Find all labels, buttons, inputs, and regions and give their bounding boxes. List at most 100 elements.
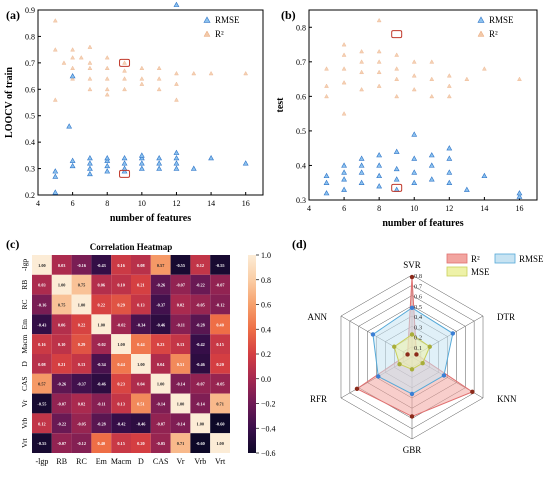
heatmap-cell-value: -0.16: [77, 263, 87, 268]
heatmap-cell-value: 1.00: [177, 402, 185, 407]
colorbar-tick-label: 1.0: [261, 251, 271, 260]
radar-axis-label: KNN: [497, 394, 517, 404]
y-tick-label: 0.5: [25, 112, 35, 121]
x-tick-label: 12: [445, 204, 453, 213]
heatmap-cell: [190, 413, 211, 434]
heatmap-cell-value: 0.06: [58, 322, 66, 327]
r2-point: [156, 65, 162, 70]
rmse-point: [428, 162, 435, 168]
rmse-point: [173, 1, 180, 7]
heatmap-cell-value: -0.14: [156, 402, 166, 407]
r2-point: [104, 92, 110, 97]
y-tick-label: 0.7: [25, 59, 35, 68]
heatmap-cell-value: 0.08: [137, 263, 145, 268]
radar-axis-label: DTR: [497, 312, 515, 322]
rmse-point: [69, 157, 76, 163]
heatmap-cell: [51, 393, 72, 414]
heatmap-cell: [51, 334, 72, 354]
rmse-point: [104, 157, 111, 163]
heatmap-cell-value: 0.12: [38, 421, 46, 426]
legend-swatch: [494, 253, 516, 264]
y-axis-label: test: [275, 97, 286, 113]
radar-tick-label: 0.3: [414, 324, 422, 331]
heatmap-cell-value: 0.02: [78, 402, 86, 407]
heatmap-cell: [71, 255, 92, 275]
r2-point: [87, 44, 93, 49]
r2-point: [429, 76, 435, 81]
heatmap-row-label: Em: [20, 319, 29, 330]
rmse-point: [173, 165, 180, 171]
r2-point: [341, 42, 347, 47]
heatmap-cell-value: -0.07: [57, 441, 67, 446]
panel-a: (a) 4 6 8 10 12 14 16 0.2 0.3 0.4 0.5 0.6 0.7 0.8 0.9 nu…: [0, 0, 275, 232]
heatmap-row-label: CAS: [20, 376, 29, 391]
rmse-point: [87, 170, 93, 177]
heatmap-cell: [51, 314, 72, 335]
rmse-point: [376, 152, 383, 158]
r2-point: [359, 87, 364, 92]
rmse-point: [52, 173, 59, 179]
r2-point: [122, 68, 127, 73]
r2-point: [70, 76, 75, 81]
heatmap-cell-value: 0.57: [157, 263, 165, 268]
legend-rmse-marker: [477, 16, 485, 23]
heatmap-cell-value: 0.40: [216, 322, 224, 327]
rmse-point: [358, 169, 365, 175]
heatmap-cell: [210, 334, 230, 354]
rmse-point: [190, 165, 197, 171]
radar-point: [441, 373, 447, 378]
heatmap-col-label: Vr: [177, 457, 185, 466]
rmse-point: [121, 160, 128, 166]
heatmap-cell: [210, 373, 230, 394]
rmse-point: [323, 172, 330, 179]
r2-point: [359, 49, 364, 54]
heatmap-cell-value: -0.05: [77, 421, 86, 426]
heatmap-cell: [91, 255, 112, 275]
plot-frame: [308, 9, 538, 201]
heatmap-cell: [190, 294, 211, 315]
heatmap-cell: [170, 373, 191, 394]
rmse-point: [393, 148, 400, 154]
y-tick-label: 0.5: [296, 127, 306, 136]
heatmap-cell: [190, 255, 211, 275]
rmse-point: [323, 179, 330, 185]
r2-point: [78, 55, 84, 60]
heatmap-cell-value: 0.16: [117, 263, 125, 268]
heatmap-cell: [170, 393, 191, 414]
heatmap-cell: [32, 354, 52, 374]
heatmap-cell-value: -0.42: [196, 342, 205, 347]
heatmap-cell: [71, 334, 92, 354]
r2-point: [411, 73, 417, 78]
r2-point: [191, 71, 197, 76]
heatmap-cell: [210, 255, 230, 275]
rmse-point: [104, 162, 111, 169]
rmse-point: [481, 172, 488, 179]
radar-point: [409, 332, 415, 337]
r2-point: [324, 66, 329, 71]
r2-point: [376, 83, 382, 88]
colorbar-tick-label: −0.6: [261, 449, 276, 458]
colorbar-tick-label: −0.4: [261, 424, 276, 433]
colorbar-tick-label: −0.2: [261, 400, 276, 409]
rmse-point: [341, 186, 347, 192]
rmse-point: [446, 179, 453, 185]
heatmap-cell-value: -0.26: [57, 382, 67, 387]
highlight-box: [119, 169, 131, 178]
heatmap-cell-value: -0.55: [176, 263, 185, 268]
heatmap-cell-value: 0.16: [38, 342, 46, 347]
radar-point: [405, 352, 410, 357]
legend-label: MSE: [471, 267, 490, 277]
rmse-point: [52, 189, 59, 195]
highlight-box: [391, 183, 403, 192]
heatmap-cell-value: 0.08: [38, 362, 46, 367]
heatmap-cell: [91, 314, 112, 335]
heatmap-cell: [150, 294, 171, 315]
heatmap-cell-value: 1.00: [216, 441, 224, 446]
heatmap-cell: [210, 413, 230, 434]
rmse-point: [341, 162, 347, 168]
heatmap-cell-value: 0.15: [117, 441, 125, 446]
heatmap-cell-value: 0.13: [177, 342, 185, 347]
heatmap-cell-value: -0.02: [117, 322, 126, 327]
radar-tick-label: 0.5: [414, 304, 422, 311]
heatmap-cell: [170, 314, 191, 335]
